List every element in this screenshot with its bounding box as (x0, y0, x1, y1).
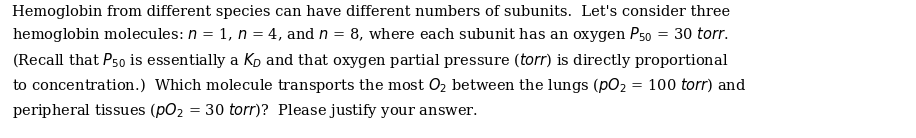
Text: Hemoglobin from different species can have different numbers of subunits.  Let's: Hemoglobin from different species can ha… (12, 5, 747, 120)
